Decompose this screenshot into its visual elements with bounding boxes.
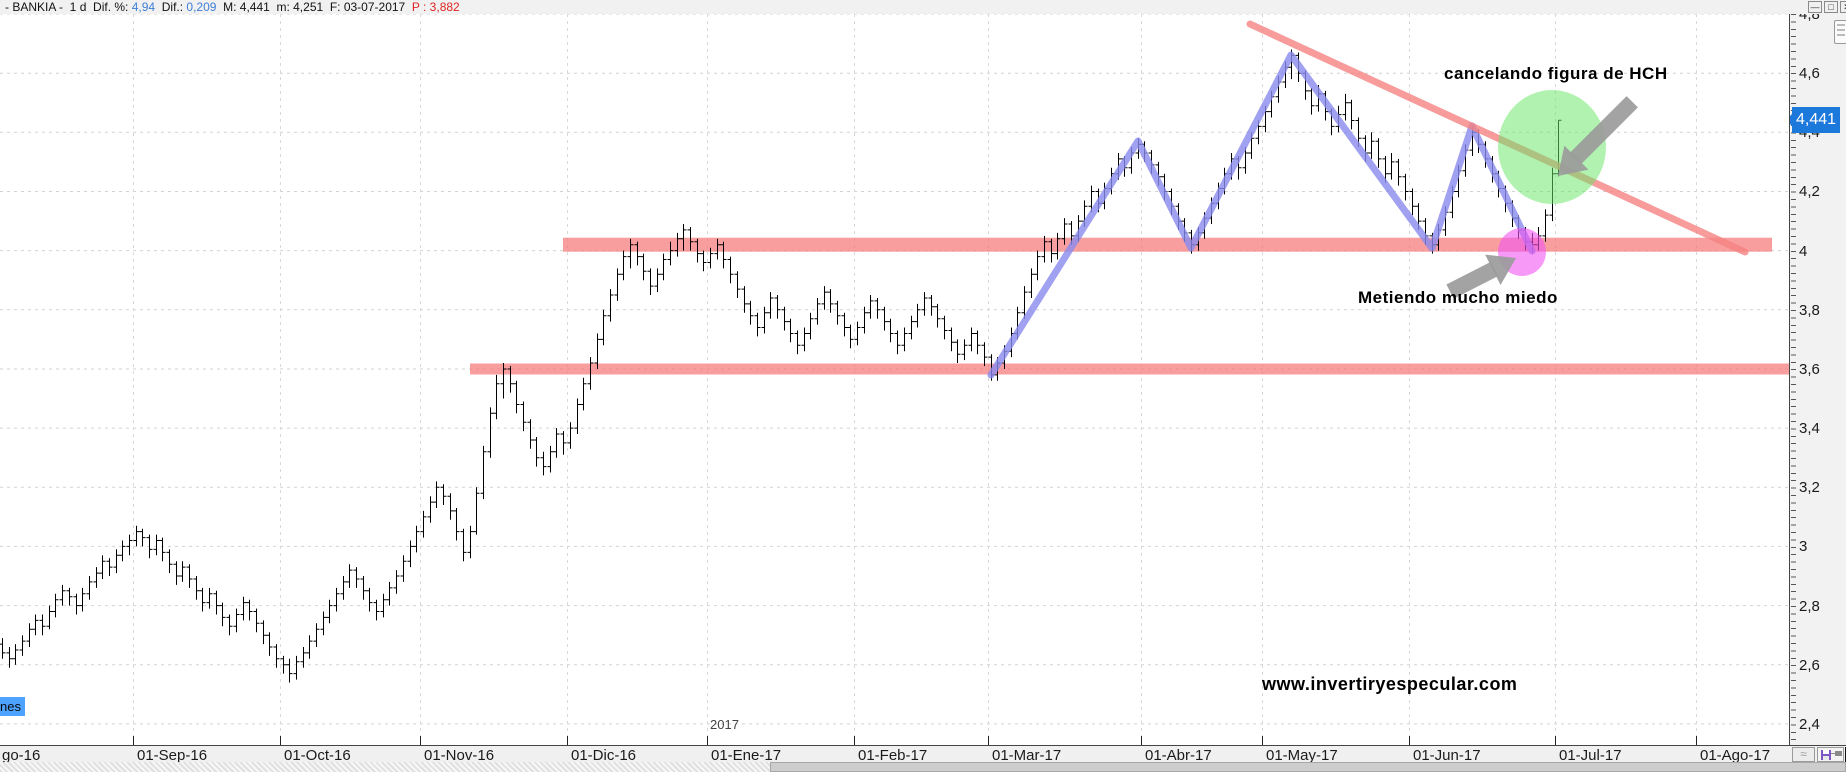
- header-segment-2: Dif.:: [155, 0, 187, 14]
- y-axis-label: 2,8: [1799, 597, 1820, 615]
- y-axis-label: 4,8: [1799, 14, 1820, 23]
- x-axis-label: 01-Jul-17: [1559, 747, 1622, 762]
- current-price-marker: 4,441: [1792, 107, 1840, 134]
- price-chart[interactable]: [0, 0, 1789, 745]
- watermark-url: www.invertiryespecular.com: [1262, 674, 1518, 694]
- pin-icon: [1831, 751, 1842, 756]
- y-axis-panel: 4,84,64,44,243,83,63,43,232,82,62,44,441: [1789, 14, 1846, 745]
- instrument-info-bar: - BANKIA - 1 d Dif. %: 4,94 Dif.: 0,209 …: [0, 0, 1846, 14]
- y-axis-label: 3,2: [1799, 479, 1820, 497]
- x-axis-label-partial: go-16: [2, 747, 41, 762]
- price-marker-arrow-icon: [1790, 114, 1792, 127]
- y-axis-ticks: [1791, 14, 1796, 745]
- annotation-cancel-hch: cancelando figura de HCH: [1444, 64, 1668, 83]
- bottom-left-tab[interactable]: nes: [0, 697, 25, 716]
- y-axis-label: 3,8: [1799, 301, 1820, 319]
- close-button[interactable]: ✕: [1840, 1, 1846, 13]
- x-axis-label: 01-Ene-17: [711, 747, 782, 762]
- header-segment-4: M: 4,441 m: 4,251 F: 03-07-2017: [216, 0, 412, 14]
- x-axis-panel: go-16 01-Sep-16 01-Oct-16 01-Nov-16 01-Dic-1…: [0, 745, 1846, 762]
- x-axis-label: 01-Feb-17: [858, 747, 928, 762]
- y-axis-label: 4,2: [1799, 183, 1820, 201]
- save-icon: [1821, 750, 1831, 760]
- minimize-button[interactable]: —: [1808, 1, 1822, 13]
- window-controls: —□✕: [1808, 1, 1846, 13]
- scrollbar-thumb[interactable]: [770, 762, 1846, 772]
- y-axis-label: 2,6: [1799, 656, 1820, 674]
- x-axis-label: 01-Mar-17: [992, 747, 1062, 762]
- x-axis-label: 01-Abr-17: [1145, 747, 1212, 762]
- x-axis-label: 01-Ago-17: [1700, 747, 1771, 762]
- save-layout-button[interactable]: [1817, 747, 1844, 762]
- panel-collapse-icon[interactable]: [1834, 20, 1846, 44]
- x-axis-label: 01-Dic-16: [571, 747, 637, 762]
- y-axis-label: 3,4: [1799, 420, 1820, 438]
- x-axis-label: 01-Sep-16: [137, 747, 208, 762]
- y-axis-label: 3,6: [1799, 360, 1820, 378]
- annotation-fear: Metiendo mucho miedo: [1358, 288, 1558, 307]
- y-axis-label: 4: [1799, 242, 1808, 260]
- x-axis-label: 01-Jun-17: [1413, 747, 1481, 762]
- x-axis-label: 01-Nov-16: [424, 747, 495, 762]
- horizontal-scrollbar[interactable]: [0, 762, 1846, 772]
- x-axis-label: 01-May-17: [1266, 747, 1338, 762]
- header-segment-3: 0,209: [186, 0, 217, 14]
- maximize-button[interactable]: □: [1824, 1, 1838, 13]
- chart-style-icon[interactable]: ≈: [1792, 747, 1815, 762]
- header-segment-1: 4,94: [131, 0, 156, 14]
- header-segment-0: - BANKIA - 1 d Dif. %:: [5, 0, 132, 14]
- year-label: 2017: [710, 717, 739, 732]
- header-segment-5: P : 3,882: [411, 0, 460, 14]
- x-axis-label: 01-Oct-16: [284, 747, 351, 762]
- y-axis-label: 4,6: [1799, 65, 1820, 83]
- y-axis-label: 2,4: [1799, 715, 1820, 733]
- y-axis-label: 3: [1799, 538, 1808, 556]
